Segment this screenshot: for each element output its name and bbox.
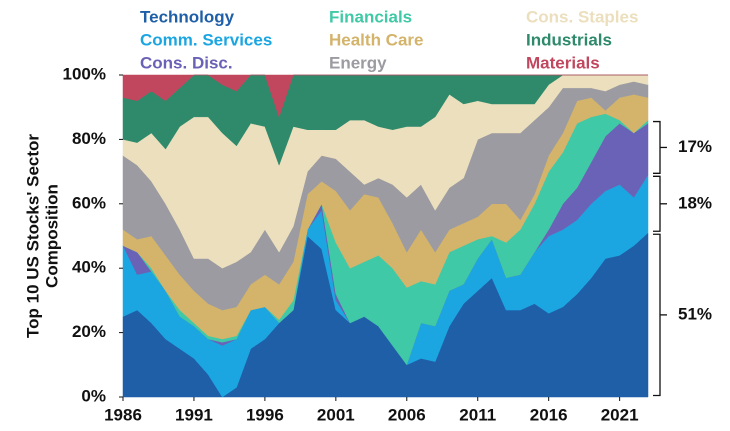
y-tick-label: 0% [81,386,106,405]
annotation: 18% [678,193,712,212]
bracket [653,120,661,174]
annotation: 17% [678,137,712,156]
legend-entry: Industrials [526,30,612,49]
x-tick-label: 2016 [530,405,568,424]
legend-entry: Health Care [329,30,423,49]
legend-entry: Comm. Services [140,30,272,49]
y-tick-label: 40% [72,258,106,277]
y-tick-label: 80% [72,129,106,148]
annotation: 51% [678,304,712,323]
legend-entry: Financials [329,7,412,26]
y-tick-label: 60% [72,193,106,212]
x-tick-label: 2021 [601,405,639,424]
x-tick-label: 1991 [175,405,213,424]
y-tick-label: 20% [72,322,106,341]
y-axis-label: Composition [42,184,61,288]
legend-entry: Cons. Disc. [140,53,233,72]
x-tick-label: 2001 [317,405,355,424]
x-tick-label: 2011 [459,405,496,424]
area [122,74,648,118]
y-tick-label: 100% [63,64,106,83]
legend-entry: Technology [140,7,235,26]
legend-entry: Energy [329,53,387,72]
x-tick-label: 1986 [104,405,142,424]
x-tick-label: 1996 [246,405,284,424]
bracket [653,175,661,232]
legend-entry: Materials [526,53,600,72]
y-axis-label: Top 10 US Stocks' Sector [23,134,42,338]
legend-entry: Cons. Staples [526,7,638,26]
bracket [653,233,661,397]
x-tick-label: 2006 [388,405,426,424]
